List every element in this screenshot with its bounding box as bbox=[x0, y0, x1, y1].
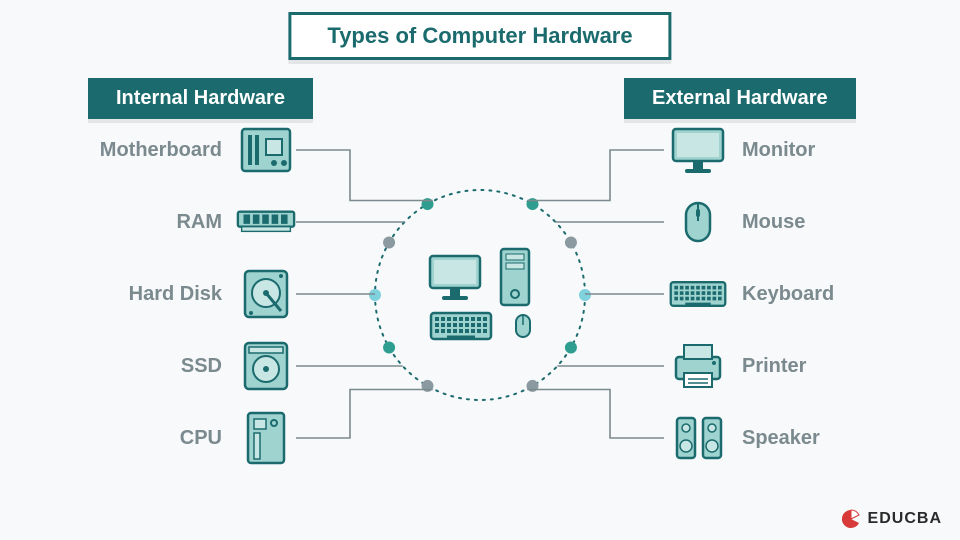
brand-logo-icon bbox=[840, 508, 862, 530]
printer-icon bbox=[668, 338, 728, 394]
brand-logo: EDUCBA bbox=[840, 508, 942, 530]
hub-keyboard-icon bbox=[425, 311, 497, 341]
item-ram-label: RAM bbox=[176, 211, 222, 234]
item-motherboard-label: Motherboard bbox=[100, 139, 222, 162]
item-ram: RAM bbox=[176, 194, 296, 250]
hard-disk-icon bbox=[236, 266, 296, 322]
item-cpu-label: CPU bbox=[180, 427, 222, 450]
item-printer: Printer bbox=[668, 338, 806, 394]
brand-logo-text: EDUCBA bbox=[868, 510, 942, 528]
item-mouse-label: Mouse bbox=[742, 211, 805, 234]
item-monitor: Monitor bbox=[668, 122, 815, 178]
keyboard-icon bbox=[668, 266, 728, 322]
hub-mouse-icon bbox=[511, 311, 535, 341]
ssd-icon bbox=[236, 338, 296, 394]
item-ssd-label: SSD bbox=[181, 355, 222, 378]
ram-icon bbox=[236, 194, 296, 250]
speaker-icon bbox=[668, 410, 728, 466]
item-keyboard: Keyboard bbox=[668, 266, 834, 322]
item-printer-label: Printer bbox=[742, 355, 806, 378]
item-speaker: Speaker bbox=[668, 410, 820, 466]
page-title: Types of Computer Hardware bbox=[288, 12, 671, 60]
motherboard-icon bbox=[236, 122, 296, 178]
hub-inner bbox=[375, 190, 585, 400]
hub-monitor-icon bbox=[425, 249, 485, 305]
section-external: External Hardware bbox=[624, 78, 856, 119]
monitor-icon bbox=[668, 122, 728, 178]
center-hub bbox=[375, 190, 585, 400]
section-internal-label: Internal Hardware bbox=[116, 87, 285, 109]
item-keyboard-label: Keyboard bbox=[742, 283, 834, 306]
item-cpu: CPU bbox=[180, 410, 296, 466]
item-monitor-label: Monitor bbox=[742, 139, 815, 162]
page-title-text: Types of Computer Hardware bbox=[327, 23, 632, 48]
item-motherboard: Motherboard bbox=[100, 122, 296, 178]
item-ssd: SSD bbox=[181, 338, 296, 394]
item-hard-disk-label: Hard Disk bbox=[129, 283, 222, 306]
item-hard-disk: Hard Disk bbox=[129, 266, 296, 322]
item-speaker-label: Speaker bbox=[742, 427, 820, 450]
mouse-icon bbox=[668, 194, 728, 250]
section-external-label: External Hardware bbox=[652, 87, 828, 109]
section-internal: Internal Hardware bbox=[88, 78, 313, 119]
cpu-icon bbox=[236, 410, 296, 466]
hub-tower-icon bbox=[495, 249, 535, 305]
item-mouse: Mouse bbox=[668, 194, 805, 250]
